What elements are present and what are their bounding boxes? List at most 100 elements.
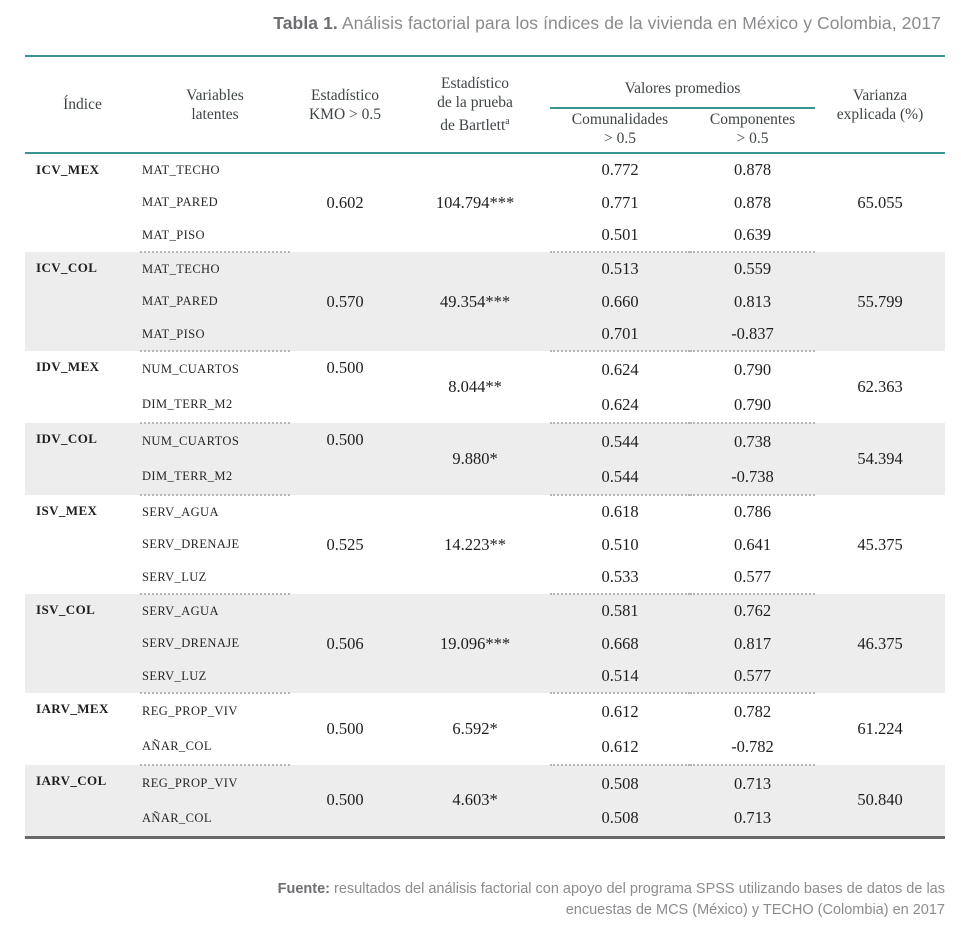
comunalidad-cell: 0.660 xyxy=(550,285,690,318)
componente-cell: 0.878 xyxy=(733,160,772,179)
source-note: Fuente: resultados del análisis factoria… xyxy=(245,879,945,921)
comunalidad-cell: 0.701 xyxy=(550,318,690,352)
comunalidad-cell: 0.612 xyxy=(550,729,690,766)
componente-cell: 0.817 xyxy=(690,627,816,660)
index-cell: ISV_MEX xyxy=(36,503,98,518)
varianza-cell: 55.799 xyxy=(815,252,946,351)
componente-cell: 0.577 xyxy=(690,660,816,694)
kmo-cell: 0.500 xyxy=(326,358,364,377)
bartlett-cell: 6.592* xyxy=(452,719,498,738)
variable-cell: SERV_AGUA xyxy=(142,504,219,519)
table-title: Tabla 1. Análisis factorial para los índi… xyxy=(0,0,961,34)
varianza-cell: 50.840 xyxy=(815,765,946,837)
bartlett-cell: 9.880* xyxy=(400,423,550,495)
index-cell: ISV_COL xyxy=(25,594,140,693)
variable-cell: MAT_PISO xyxy=(140,318,290,352)
table-row: IARV_MEX REG_PROP_VIV 0.500 6.592* 0.612 0.78… xyxy=(25,693,945,738)
bartlett-cell: 104.794*** xyxy=(435,193,515,212)
table-row: MAT_PISO 0.501 0.639 xyxy=(25,219,945,253)
header-indice: Índice xyxy=(63,96,102,113)
comunalidad-cell: 0.508 xyxy=(550,801,690,838)
header-comunalidades: Comunalidades > 0.5 xyxy=(571,111,669,147)
bartlett-cell: 49.354*** xyxy=(400,252,550,351)
table-row: MAT_PISO 0.701 -0.837 xyxy=(25,318,945,352)
table-row: DIM_TERR_M2 0.544 -0.738 xyxy=(25,459,945,496)
variable-cell: AÑAR_COL xyxy=(140,729,290,766)
kmo-cell: 0.602 xyxy=(326,193,364,212)
componente-cell: 0.782 xyxy=(733,701,772,721)
comunalidad-cell: 0.624 xyxy=(601,359,639,379)
comunalidad-cell: 0.772 xyxy=(601,160,639,179)
factor-analysis-table: Índice Variables latentes Estadístico KM… xyxy=(25,55,946,839)
header-valores-promedios: Valores promedios xyxy=(550,56,816,109)
comunalidad-cell: 0.533 xyxy=(550,561,690,595)
comunalidad-cell: 0.501 xyxy=(550,219,690,253)
header-bartlett-footnote-marker: a xyxy=(505,115,510,127)
bartlett-cell: 4.603* xyxy=(400,765,550,837)
comunalidad-cell: 0.612 xyxy=(601,701,639,721)
table-header: Índice Variables latentes Estadístico KM… xyxy=(25,56,946,153)
table-row: ICV_MEX MAT_TECHO 0.602 104.794*** 0.772 0.87… xyxy=(25,153,945,212)
comunalidad-cell: 0.508 xyxy=(550,765,690,801)
componente-cell: 0.713 xyxy=(690,765,816,801)
table-row: SERV_DRENAJE 0.510 0.641 xyxy=(25,528,945,561)
variable-cell: REG_PROP_VIV xyxy=(142,704,238,718)
componente-cell: 0.641 xyxy=(733,534,772,554)
componente-cell: 0.813 xyxy=(690,285,816,318)
variable-cell: AÑAR_COL xyxy=(140,801,290,838)
comunalidad-cell: 0.618 xyxy=(601,502,639,521)
variable-cell: MAT_PARED xyxy=(142,195,219,209)
variable-cell: MAT_PISO xyxy=(140,219,290,253)
varianza-cell: 54.394 xyxy=(815,423,946,495)
varianza-cell: 61.224 xyxy=(857,719,903,738)
componente-cell: 0.762 xyxy=(690,594,816,627)
header-varianza-explicada: Varianza explicada (%) xyxy=(836,86,924,123)
index-cell: IARV_COL xyxy=(25,765,140,837)
table-row: IARV_COL REG_PROP_VIV 0.500 4.603* 0.508 0.71… xyxy=(25,765,946,837)
index-cell: IDV_COL xyxy=(25,423,140,495)
varianza-cell: 65.055 xyxy=(857,193,903,212)
kmo-cell: 0.500 xyxy=(290,423,400,495)
componente-cell: -0.738 xyxy=(690,459,816,496)
table-row: ICV_COL MAT_TECHO 0.570 49.354*** 0.513 0.559… xyxy=(25,252,946,351)
kmo-cell: 0.570 xyxy=(290,252,400,351)
variable-cell: REG_PROP_VIV xyxy=(140,765,290,801)
table-row: SERV_DRENAJE 0.668 0.817 xyxy=(25,627,945,660)
table-row: MAT_PARED 0.771 0.878 xyxy=(25,186,945,219)
comunalidad-cell: 0.514 xyxy=(550,660,690,694)
table-row: AÑAR_COL 0.508 0.713 xyxy=(25,801,945,838)
header-variables-latentes: Variables latentes xyxy=(186,86,244,123)
table-row: SERV_LUZ 0.514 0.577 xyxy=(25,660,945,694)
componente-cell: -0.782 xyxy=(690,729,816,766)
table-body: ICV_MEX MAT_TECHO 0.602 104.794*** 0.772 0.87… xyxy=(25,153,946,838)
header-bartlett-text: Estadístico de la prueba de Bartlett xyxy=(437,74,513,135)
table-row: ISV_MEX SERV_AGUA 0.525 14.223** 0.618 0.786 4… xyxy=(25,495,945,554)
comunalidad-cell: 0.668 xyxy=(550,627,690,660)
varianza-cell: 45.375 xyxy=(857,534,903,554)
comunalidad-cell: 0.544 xyxy=(550,459,690,496)
variable-cell: NUM_CUARTOS xyxy=(140,423,290,459)
table-row: IDV_COL NUM_CUARTOS 0.500 9.880* 0.544 0.738 5… xyxy=(25,423,946,495)
header-componentes: Componentes > 0.5 xyxy=(709,111,796,147)
bartlett-cell: 19.096*** xyxy=(400,594,550,693)
variable-cell: DIM_TERR_M2 xyxy=(140,459,290,496)
comunalidad-cell: 0.544 xyxy=(550,423,690,459)
index-cell: ICV_COL xyxy=(25,252,140,351)
variable-cell: SERV_DRENAJE xyxy=(140,627,290,660)
componente-cell: 0.878 xyxy=(733,192,772,212)
componente-cell: 0.577 xyxy=(690,561,816,595)
table-row: IDV_MEX NUM_CUARTOS 0.500 8.044** 0.624 0.790… xyxy=(25,351,945,396)
variable-cell: MAT_TECHO xyxy=(140,252,290,285)
variable-cell: SERV_AGUA xyxy=(140,594,290,627)
componente-cell: 0.790 xyxy=(690,387,816,424)
variable-cell: NUM_CUARTOS xyxy=(142,362,240,376)
componente-cell: -0.837 xyxy=(690,318,816,352)
kmo-cell: 0.500 xyxy=(290,765,400,837)
comunalidad-cell: 0.510 xyxy=(601,534,639,554)
comunalidad-cell: 0.513 xyxy=(550,252,690,285)
variable-cell: MAT_PARED xyxy=(140,285,290,318)
comunalidad-cell: 0.581 xyxy=(550,594,690,627)
componente-cell: 0.786 xyxy=(733,502,772,521)
kmo-cell: 0.500 xyxy=(326,719,364,738)
